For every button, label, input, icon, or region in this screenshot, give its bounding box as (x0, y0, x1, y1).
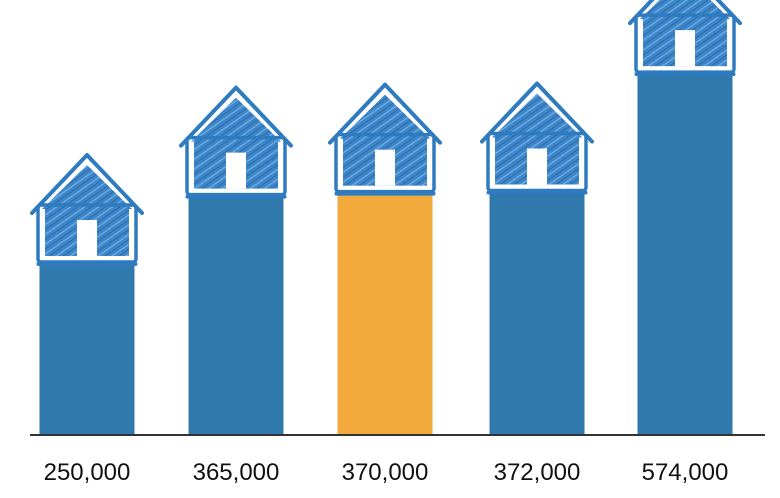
category-label: 574,000 (642, 459, 729, 486)
house-icon (30, 153, 144, 264)
bar-372,000 (489, 192, 585, 435)
roof-outline (628, 0, 742, 26)
labels-layer: 250,000 365,000 370,000 372,000 574,000 (44, 459, 729, 486)
roof-outline (480, 81, 594, 144)
house-icon (179, 85, 293, 197)
house-body-outline (486, 131, 588, 193)
house-body-outline (185, 135, 287, 197)
house-icon (628, 0, 742, 74)
house-door (527, 148, 547, 185)
roof-outline (328, 82, 442, 145)
category-label: 365,000 (193, 459, 280, 486)
category-label: 372,000 (494, 459, 581, 486)
category-label: 370,000 (342, 459, 429, 486)
house-body-outline (36, 203, 138, 264)
houses-layer (30, 0, 742, 264)
bar-574,000 (637, 74, 733, 436)
house-body-outline (334, 132, 436, 194)
house-icon (480, 81, 594, 193)
bar-365,000 (188, 196, 284, 435)
house-icon (328, 82, 442, 194)
roof-outline (30, 153, 144, 215)
house-door (77, 220, 97, 256)
house-door (375, 149, 395, 186)
house-door (226, 152, 246, 189)
bar-250,000 (39, 264, 135, 435)
roof-fill (42, 165, 132, 209)
roof-fill (340, 94, 430, 139)
bar-370,000 (337, 193, 433, 435)
category-label: 250,000 (44, 459, 131, 486)
house-door (675, 30, 695, 67)
house-body-outline (634, 13, 736, 74)
roof-fill (191, 97, 281, 142)
bars-layer (36, 72, 736, 436)
roof-outline (179, 85, 293, 148)
roof-fill (492, 93, 582, 138)
